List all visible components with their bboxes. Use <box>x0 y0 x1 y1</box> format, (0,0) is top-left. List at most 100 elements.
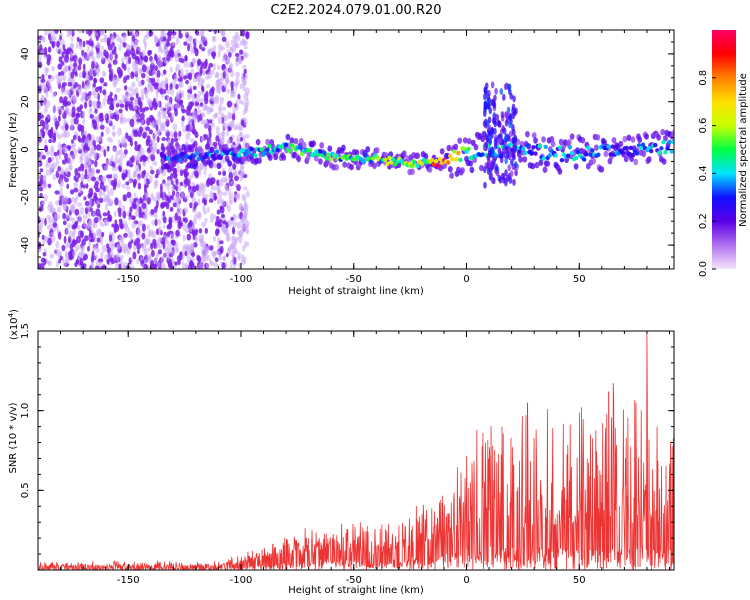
noise-dot <box>53 151 58 157</box>
noise-dot <box>186 105 192 111</box>
noise-dot <box>177 259 181 265</box>
noise-dot <box>198 98 204 103</box>
noise-dot <box>103 165 109 172</box>
noise-dot <box>133 192 137 197</box>
noise-dot <box>156 54 162 61</box>
band-core-dot <box>529 151 534 156</box>
noise-dot <box>197 198 201 206</box>
noise-dot <box>208 124 212 133</box>
noise-dot <box>114 242 118 248</box>
noise-dot <box>153 258 157 264</box>
noise-dot <box>177 221 182 230</box>
noise-dot <box>144 185 147 194</box>
noise-dot <box>237 213 240 220</box>
noise-dot <box>150 169 155 175</box>
noise-dot <box>134 39 138 45</box>
noise-dot <box>78 189 83 194</box>
band-halo-dot <box>637 136 643 143</box>
band-halo-dot <box>599 166 605 173</box>
noise-dot <box>44 235 48 241</box>
noise-dot <box>237 252 242 259</box>
noise-dot <box>138 46 141 52</box>
noise-dot <box>150 208 155 215</box>
noise-dot <box>70 197 76 202</box>
noise-dot <box>186 233 191 241</box>
y-tick-label: 1.0 <box>20 403 31 419</box>
noise-dot <box>75 195 79 201</box>
noise-dot <box>174 108 178 117</box>
band-halo-dot <box>468 160 473 167</box>
noise-dot <box>170 186 175 191</box>
noise-dot <box>66 145 72 150</box>
noise-dot <box>49 253 55 259</box>
noise-dot <box>156 129 161 135</box>
noise-dot <box>109 91 113 97</box>
noise-dot <box>185 228 189 233</box>
noise-dot <box>221 226 227 234</box>
noise-dot <box>114 197 119 206</box>
noise-dot <box>81 80 85 89</box>
noise-dot <box>64 65 68 71</box>
noise-dot <box>156 228 159 235</box>
noise-dot <box>81 238 86 246</box>
noise-dot <box>131 81 136 88</box>
noise-dot <box>124 51 128 57</box>
noise-dot <box>216 209 221 215</box>
noise-dot <box>216 64 221 71</box>
noise-dot <box>127 86 133 92</box>
noise-dot <box>57 142 62 151</box>
noise-dot <box>69 243 74 251</box>
band-core-dot <box>176 154 181 159</box>
band-halo-dot <box>410 168 415 175</box>
noise-dot <box>47 204 52 211</box>
excursion-dot <box>499 151 503 159</box>
noise-dot <box>82 63 86 71</box>
colorbar-tick-label: 0.2 <box>698 213 709 229</box>
band-core-dot <box>275 147 280 153</box>
noise-dot <box>68 230 74 239</box>
band-halo-dot <box>227 160 233 167</box>
noise-dot <box>160 32 164 41</box>
svg-text:(x104): (x104) <box>7 309 20 340</box>
noise-dot <box>107 44 113 51</box>
noise-dot <box>76 56 79 63</box>
band-core-dot <box>575 150 581 155</box>
band-core-dot <box>663 150 668 155</box>
noise-dot <box>38 137 42 143</box>
noise-dot <box>101 175 107 183</box>
noise-dot <box>138 126 144 133</box>
noise-dot <box>81 151 86 157</box>
noise-dot <box>125 117 131 123</box>
noise-dot <box>91 61 95 70</box>
excursion-dot <box>512 95 516 103</box>
noise-dot <box>120 57 125 63</box>
noise-dot <box>226 235 231 242</box>
excursion-dot <box>512 138 516 146</box>
excursion-dot <box>488 161 492 169</box>
band-core-dot <box>533 151 538 156</box>
noise-dot <box>168 258 172 268</box>
noise-dot <box>224 83 228 89</box>
noise-dot <box>202 103 207 112</box>
band-core-dot <box>334 153 339 158</box>
noise-dot <box>210 212 215 220</box>
noise-dot <box>99 221 103 226</box>
noise-dot <box>122 42 127 48</box>
noise-dot <box>167 101 172 108</box>
noise-dot <box>171 257 175 266</box>
noise-dot <box>70 71 75 79</box>
noise-dot <box>243 196 247 202</box>
excursion-dot <box>487 116 492 124</box>
excursion-dot <box>499 88 504 95</box>
noise-dot <box>96 199 99 206</box>
noise-dot <box>71 224 77 230</box>
noise-dot <box>71 139 74 144</box>
noise-dot <box>231 254 235 261</box>
band-halo-dot <box>646 156 652 163</box>
noise-dot <box>226 204 232 212</box>
band-halo-dot <box>193 160 199 167</box>
band-core-dot <box>259 147 264 152</box>
excursion-dot <box>483 87 488 95</box>
band-core-dot <box>267 143 272 149</box>
noise-dot <box>72 95 78 104</box>
